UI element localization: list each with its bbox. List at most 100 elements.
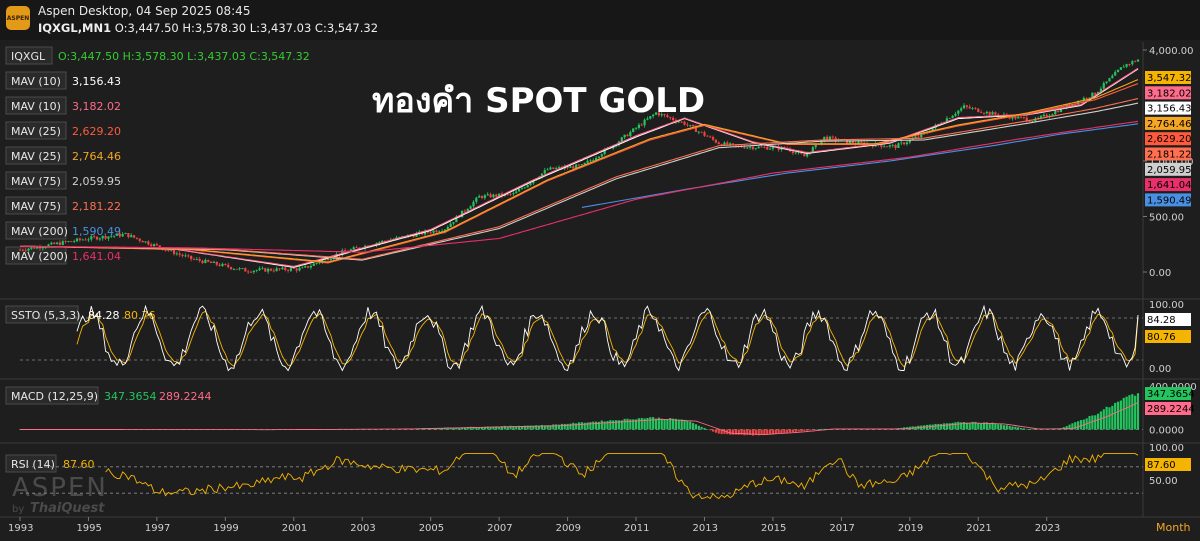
candle-body xyxy=(595,157,598,160)
x-tick-label: 2005 xyxy=(419,523,444,534)
legend-box xyxy=(5,121,67,140)
candle-body xyxy=(1134,61,1137,63)
legend-label: MAV (75) xyxy=(11,175,61,188)
macd-bar xyxy=(532,425,535,430)
macd-panel[interactable] xyxy=(0,380,1143,442)
macd-bar xyxy=(717,429,720,434)
ssto-panel[interactable] xyxy=(0,300,1143,378)
ssto-d-value: 80.76 xyxy=(124,309,156,322)
candle-body xyxy=(811,147,814,153)
title-bar: ASPEN Aspen Desktop, 04 Sep 2025 08:45 I… xyxy=(0,0,1200,41)
ssto-label: SSTO (5,3,3) xyxy=(11,309,80,322)
candle-body xyxy=(41,247,44,249)
candle-body xyxy=(1022,117,1026,118)
macd-bar xyxy=(632,419,635,430)
candle-body xyxy=(181,254,184,256)
candle-body xyxy=(318,262,321,264)
candle-body xyxy=(432,230,435,233)
candle-body xyxy=(569,166,572,168)
y-tick-label: 4,000.00 xyxy=(1149,46,1194,57)
candle-body xyxy=(512,193,515,195)
legend-value: 2,181.22 xyxy=(72,200,121,213)
candle-body xyxy=(463,210,467,212)
candle-body xyxy=(806,153,809,157)
candle-body xyxy=(1031,121,1034,122)
macd-bar xyxy=(1008,425,1011,430)
candle-body xyxy=(1077,100,1080,105)
candle-body xyxy=(634,127,638,129)
candle-body xyxy=(27,248,30,251)
candle-body xyxy=(971,108,974,109)
candle-body xyxy=(58,242,62,245)
x-tick-label: 2001 xyxy=(282,523,307,534)
candle-body xyxy=(557,167,561,169)
macd-bar xyxy=(763,429,766,435)
candle-body xyxy=(729,143,732,145)
candle-body xyxy=(341,250,344,255)
candle-body xyxy=(184,255,187,257)
macd-bar xyxy=(455,427,458,430)
price-badge xyxy=(1145,147,1191,161)
macd-bar xyxy=(1102,409,1105,430)
candle-body xyxy=(540,173,544,178)
macd-bar xyxy=(957,421,960,430)
macd-bar xyxy=(1111,405,1114,430)
candle-body xyxy=(826,136,829,140)
macd-bar xyxy=(988,423,991,430)
candle-body xyxy=(905,142,909,145)
macd-bar xyxy=(931,424,934,430)
price-legend: IQXGL O:3,447.50 H:3,578.30 L:3,437.03 C:… xyxy=(5,46,310,265)
app-title: Aspen Desktop, 04 Sep 2025 08:45 xyxy=(38,4,251,18)
candle-body xyxy=(945,118,949,123)
macd-bar xyxy=(637,418,640,430)
macd-bar xyxy=(954,422,957,430)
candle-body xyxy=(768,148,772,150)
svg-text:ASPEN: ASPEN xyxy=(12,473,108,503)
candle-body xyxy=(626,134,629,137)
macd-bar xyxy=(1128,395,1131,430)
chart-area[interactable]: ASPEN by ThaiQuest ทองคำ SPOT GOLD IQXGL… xyxy=(0,40,1200,541)
ma-line xyxy=(20,120,1139,253)
candle-body xyxy=(1017,116,1020,119)
macd-bar xyxy=(817,429,820,430)
candle-body xyxy=(81,239,84,241)
macd-bar xyxy=(509,425,512,430)
legend-box xyxy=(5,71,67,90)
rsi-panel[interactable] xyxy=(0,444,1143,516)
candle-body xyxy=(903,142,906,145)
candle-body xyxy=(766,147,769,150)
macd-signal-value: 289.2244 xyxy=(159,390,212,403)
candle-body xyxy=(1051,114,1054,116)
candle-body xyxy=(857,141,860,145)
candle-body xyxy=(309,265,313,268)
macd-bar xyxy=(617,420,621,430)
macd-bar xyxy=(1002,425,1006,430)
candle-body xyxy=(147,241,150,245)
macd-bar xyxy=(597,421,601,430)
macd-bar xyxy=(971,421,974,430)
macd-bar xyxy=(709,429,712,431)
macd-legend: MACD (12,25,9) 347.3654 289.2244 xyxy=(5,386,212,405)
candle-body xyxy=(743,147,746,149)
macd-bar xyxy=(1125,396,1128,430)
candle-body xyxy=(244,268,247,272)
candle-body xyxy=(475,197,478,202)
candle-body xyxy=(1019,116,1023,118)
macd-bar xyxy=(800,429,803,432)
macd-bar xyxy=(466,427,469,430)
candle-body xyxy=(98,238,101,240)
ssto-plot: 100.00 0.00 84.28 80.76 xyxy=(20,300,1191,375)
candle-body xyxy=(672,117,675,120)
candle-body xyxy=(637,124,640,128)
candle-body xyxy=(67,241,70,242)
macd-bar xyxy=(689,421,692,430)
candle-body xyxy=(597,156,601,158)
candle-body xyxy=(552,167,555,169)
time-unit-label[interactable]: Month xyxy=(1156,521,1191,534)
price-badge xyxy=(1145,162,1191,176)
candle-body xyxy=(47,244,50,247)
candle-body xyxy=(90,236,93,240)
macd-bar xyxy=(557,424,561,430)
macd-bar xyxy=(529,425,532,430)
macd-bar xyxy=(808,429,812,431)
